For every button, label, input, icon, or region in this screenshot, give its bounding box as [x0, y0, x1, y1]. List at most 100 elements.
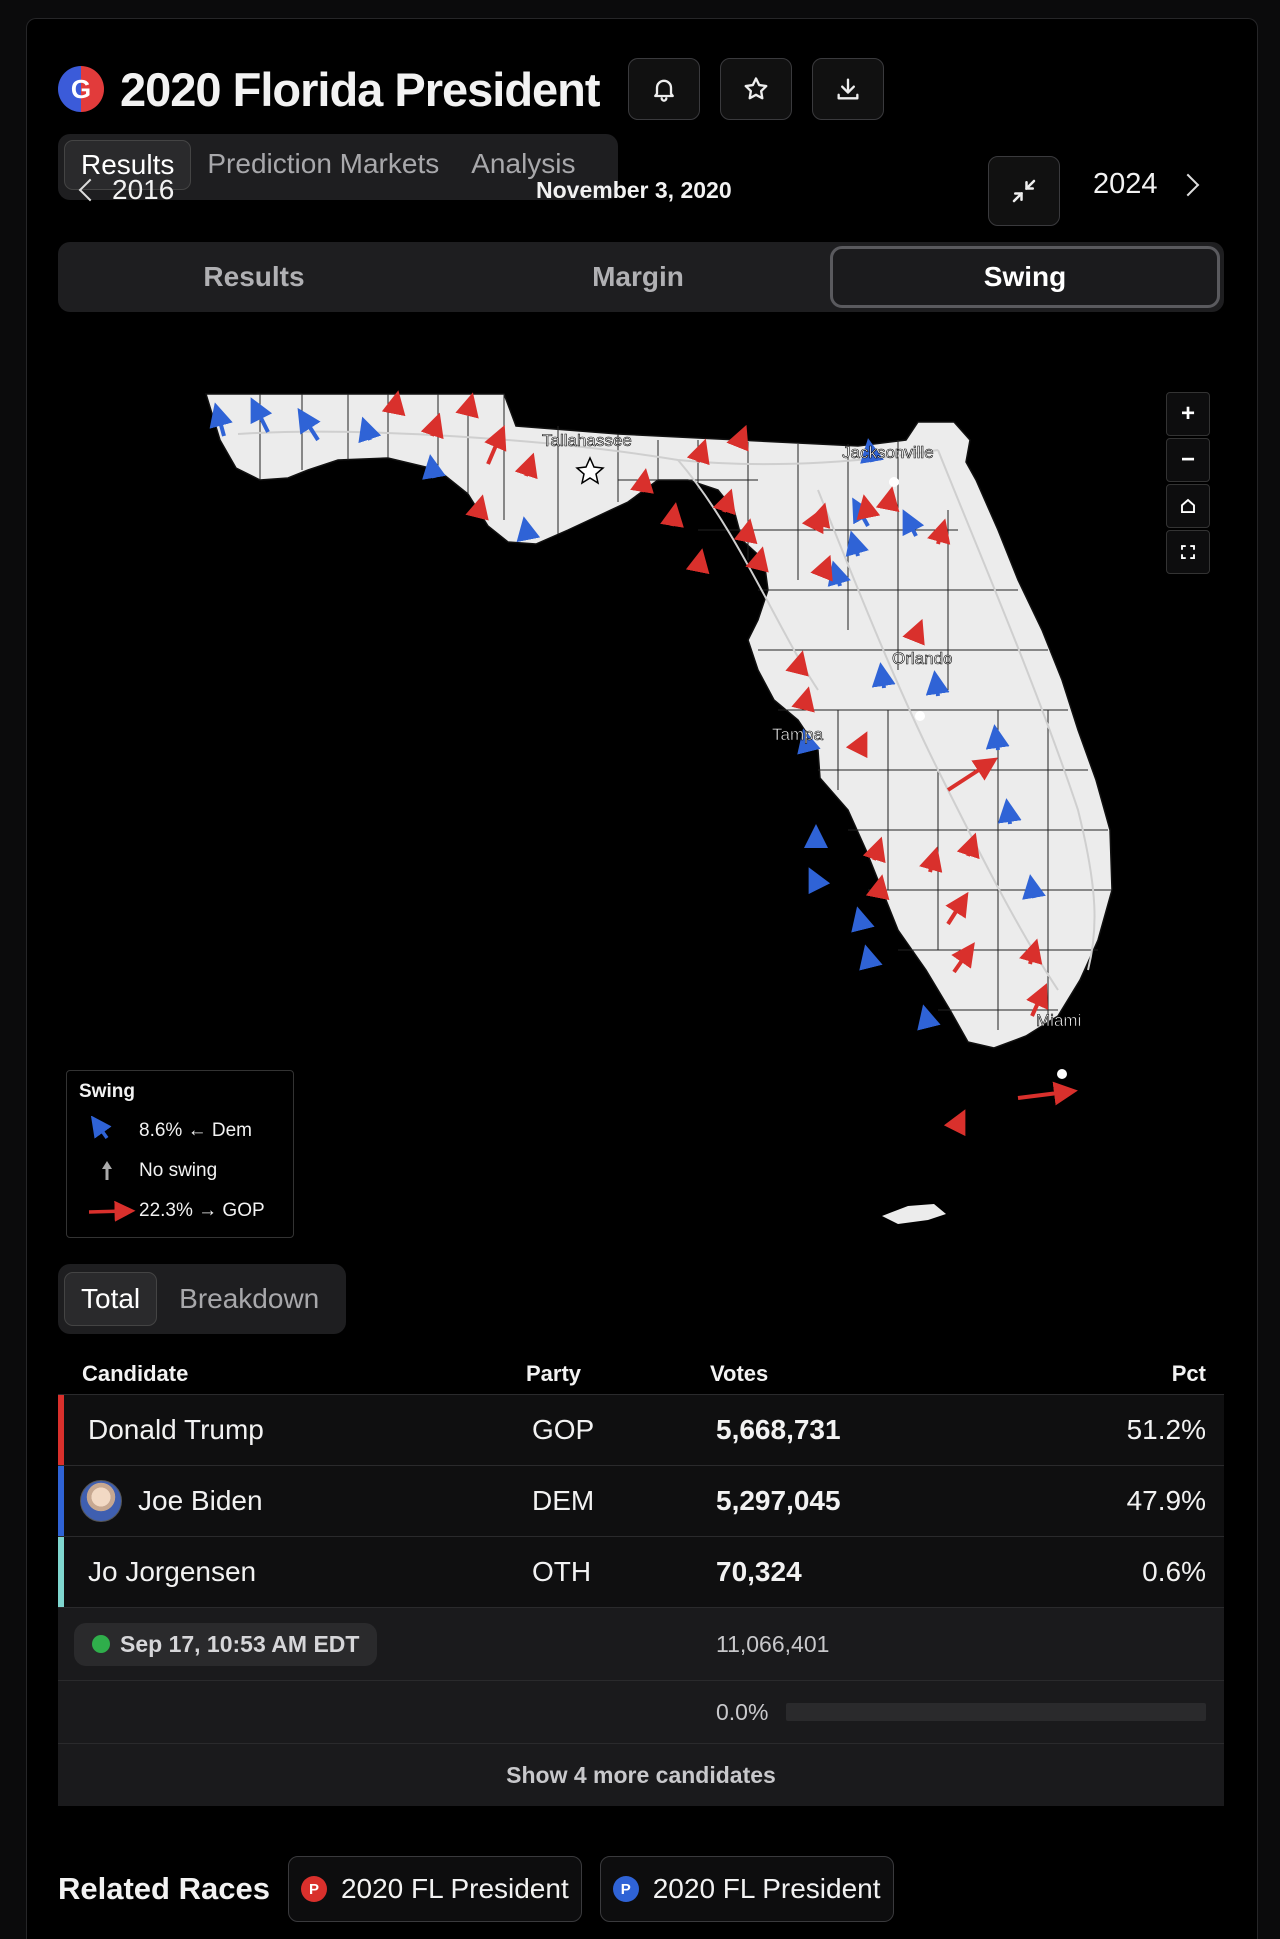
- table-row[interactable]: Joe Biden DEM 5,297,045 47.9%: [58, 1466, 1224, 1537]
- chevron-left-icon: [78, 178, 102, 202]
- zoom-in-button[interactable]: +: [1166, 392, 1210, 436]
- tab-analysis[interactable]: Analysis: [471, 148, 576, 179]
- prev-year-label: 2016: [112, 174, 175, 205]
- candidate-party: DEM: [532, 1485, 595, 1516]
- header-pct[interactable]: Pct: [1171, 1361, 1206, 1386]
- next-year-label: 2024: [1093, 168, 1158, 200]
- city-tampa: Tampa: [772, 725, 824, 744]
- chevron-right-icon: [1176, 173, 1199, 196]
- city-labels: Tallahassee Jacksonville Orlando Tampa M…: [542, 431, 1082, 1031]
- candidate-name: Jo Jorgensen: [88, 1556, 257, 1587]
- candidate-pct: 47.9%: [1126, 1485, 1206, 1516]
- city-miami: Miami: [1036, 1011, 1081, 1030]
- city-dot-jacksonville: [889, 477, 899, 487]
- legend-dem-label: 8.6% ← Dem: [139, 1120, 252, 1141]
- zoom-out-button[interactable]: −: [1166, 438, 1210, 482]
- related-races-title: Related Races: [58, 1871, 270, 1906]
- table-row[interactable]: Jo Jorgensen OTH 70,324 0.6%: [58, 1537, 1224, 1608]
- city-dot-orlando: [915, 711, 925, 721]
- toggle-breakdown[interactable]: Breakdown: [179, 1283, 320, 1314]
- mode-results[interactable]: Results: [203, 261, 305, 292]
- florida-keys: [882, 1204, 946, 1224]
- favorite-button[interactable]: [719, 58, 792, 120]
- candidate-name: Donald Trump: [88, 1414, 264, 1445]
- results-view-toggle: Total Breakdown: [58, 1264, 346, 1334]
- table-header: Candidate Party Votes Pct: [58, 1354, 1224, 1395]
- candidate-cell: Joe Biden: [64, 1480, 520, 1522]
- city-jacksonville: Jacksonville: [842, 443, 934, 462]
- legend-title: Swing: [79, 1081, 135, 1102]
- swing-legend: Swing 8.6% ← Dem No swing 22.3% → GOP: [66, 1070, 294, 1238]
- legend-none-label: No swing: [139, 1160, 218, 1181]
- party-color-bar: [58, 1466, 64, 1536]
- reporting-progress-bar: [786, 1703, 1207, 1721]
- table-row[interactable]: Donald Trump GOP 5,668,731 51.2%: [58, 1395, 1224, 1466]
- legend-row-gop: 22.3% → GOP: [79, 1191, 281, 1231]
- status-badge: Sep 17, 10:53 AM EDT: [74, 1622, 378, 1666]
- home-icon: [1181, 498, 1195, 513]
- updated-timestamp: Sep 17, 10:53 AM EDT: [120, 1630, 360, 1657]
- candidate-pct: 0.6%: [1142, 1556, 1206, 1587]
- total-votes: 11,066,401: [716, 1630, 830, 1657]
- city-dot-miami: [1057, 1069, 1067, 1079]
- fullscreen-button[interactable]: [1166, 530, 1210, 574]
- legend-row-none: No swing: [79, 1151, 281, 1191]
- star-icon: [744, 77, 767, 100]
- header-candidate[interactable]: Candidate: [82, 1361, 189, 1386]
- legend-row-dem: 8.6% ← Dem: [79, 1111, 281, 1151]
- show-more-button[interactable]: Show 4 more candidates: [58, 1744, 1224, 1806]
- candidate-votes: 5,297,045: [716, 1485, 841, 1516]
- collapse-button[interactable]: [988, 156, 1060, 226]
- city-tallahassee: Tallahassee: [542, 431, 632, 450]
- related-race-chip[interactable]: P 2020 FL President: [599, 1856, 894, 1922]
- party-color-bar: [58, 1537, 64, 1607]
- election-date: November 3, 2020: [536, 177, 732, 203]
- header-party[interactable]: Party: [526, 1361, 582, 1386]
- candidate-name: Joe Biden: [138, 1485, 263, 1516]
- candidate-party: OTH: [532, 1556, 592, 1587]
- mode-margin[interactable]: Margin: [592, 261, 684, 292]
- download-button[interactable]: [811, 58, 884, 120]
- fullscreen-icon: [1181, 545, 1195, 559]
- updated-row: Sep 17, 10:53 AM EDT 11,066,401: [58, 1608, 1224, 1681]
- map-mode-selector: Results Margin Swing: [58, 242, 1224, 312]
- top-tabs: Results Prediction Markets Analysis: [58, 134, 618, 200]
- toggle-total[interactable]: Total: [64, 1272, 158, 1326]
- candidate-party: GOP: [532, 1414, 595, 1445]
- page-title: 2020 Florida President: [120, 62, 601, 116]
- candidate-pct: 51.2%: [1126, 1414, 1206, 1445]
- capital-star-icon: [575, 456, 605, 485]
- app-logo[interactable]: G: [58, 66, 104, 112]
- related-race-label: 2020 FL President: [340, 1873, 569, 1904]
- notify-button[interactable]: [627, 58, 700, 120]
- map-area[interactable]: Tallahassee Jacksonville Orlando Tampa M…: [58, 330, 1224, 1250]
- tab-results[interactable]: Results: [64, 140, 192, 190]
- bell-icon: [653, 79, 674, 102]
- candidate-votes: 70,324: [716, 1556, 802, 1587]
- related-race-label: 2020 FL President: [652, 1873, 881, 1904]
- updated-cell: Sep 17, 10:53 AM EDT: [58, 1622, 716, 1666]
- city-orlando: Orlando: [892, 649, 952, 668]
- dem-arrow-icon: [90, 1116, 112, 1140]
- results-table: Candidate Party Votes Pct Donald Trump G…: [58, 1354, 1224, 1806]
- live-status-dot: [92, 1635, 110, 1653]
- related-races: Related Races P 2020 FL President P 2020…: [58, 1856, 894, 1922]
- race-type-badge: P: [300, 1876, 327, 1902]
- candidate-votes: 5,668,731: [716, 1414, 841, 1445]
- tab-prediction-markets[interactable]: Prediction Markets: [207, 148, 440, 179]
- home-button[interactable]: [1166, 484, 1210, 528]
- florida-swing-map[interactable]: Tallahassee Jacksonville Orlando Tampa M…: [58, 330, 1224, 1250]
- reporting-pct: 0.0%: [716, 1698, 769, 1725]
- gop-swing-arrows: [381, 390, 1078, 1137]
- related-race-chip[interactable]: P 2020 FL President: [287, 1856, 582, 1922]
- no-swing-arrow-icon: [102, 1161, 112, 1180]
- gop-arrow-icon: [88, 1200, 136, 1222]
- mode-swing[interactable]: Swing: [830, 246, 1220, 308]
- party-color-bar: [58, 1395, 64, 1465]
- header-votes[interactable]: Votes: [710, 1361, 769, 1386]
- download-icon: [837, 78, 859, 100]
- next-year-link[interactable]: 2024: [1093, 168, 1199, 201]
- page-header: G 2020 Florida President: [58, 54, 884, 124]
- prev-year-link[interactable]: 2016: [78, 174, 175, 206]
- race-type-badge: P: [612, 1876, 639, 1902]
